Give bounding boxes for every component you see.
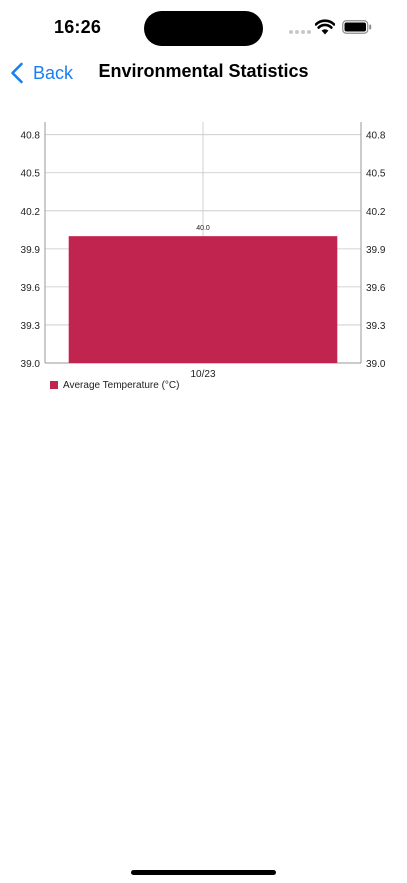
navigation-bar: Back Environmental Statistics [0, 56, 407, 90]
cellular-signal-icon [289, 30, 311, 34]
legend-swatch [50, 381, 58, 389]
back-button-label: Back [33, 62, 74, 83]
y-axis-left-tick-label: 39.3 [21, 321, 41, 332]
y-axis-left-tick-label: 39.6 [21, 283, 41, 294]
y-axis-left-tick-label: 40.2 [21, 207, 41, 218]
y-axis-right-tick-label: 39.9 [366, 245, 386, 256]
battery-icon [342, 20, 372, 34]
wifi-icon [315, 19, 335, 35]
y-axis-right-tick-label: 40.5 [366, 169, 386, 180]
temperature-chart: 39.0 39.0 39.3 39.3 39.6 39.6 39.9 39.9 40.2 40.2… [0, 110, 407, 410]
back-button[interactable]: Back [10, 59, 73, 87]
status-bar: 16:26 [0, 0, 407, 56]
status-time: 16:26 [54, 17, 102, 37]
bar-10-23 [68, 236, 338, 363]
home-indicator [131, 870, 276, 875]
y-axis-right-tick-label: 39.0 [366, 359, 386, 370]
chart-canvas: 39.0 39.0 39.3 39.3 39.6 39.6 39.9 39.9 40.2 40.2… [21, 122, 386, 380]
chevron-left-icon [11, 62, 23, 84]
y-axis-left-tick-label: 39.0 [21, 359, 41, 370]
legend-label: Average Temperature (°C) [63, 379, 180, 391]
chart-legend: Average Temperature (°C) [50, 378, 179, 392]
dynamic-island [144, 11, 263, 46]
y-axis-left-tick-label: 39.9 [21, 245, 41, 256]
bar-data-label: 40.0 [196, 225, 210, 232]
y-axis-left-tick-label: 40.8 [21, 131, 41, 142]
page-title: Environmental Statistics [98, 61, 309, 81]
y-axis-right-tick-label: 39.3 [366, 321, 386, 332]
x-axis-tick-label: 10/23 [190, 369, 215, 380]
y-axis-right-tick-label: 39.6 [366, 283, 386, 294]
y-axis-right-tick-label: 40.8 [366, 131, 386, 142]
y-axis-left-tick-label: 40.5 [21, 169, 41, 180]
y-axis-right-tick-label: 40.2 [366, 207, 386, 218]
